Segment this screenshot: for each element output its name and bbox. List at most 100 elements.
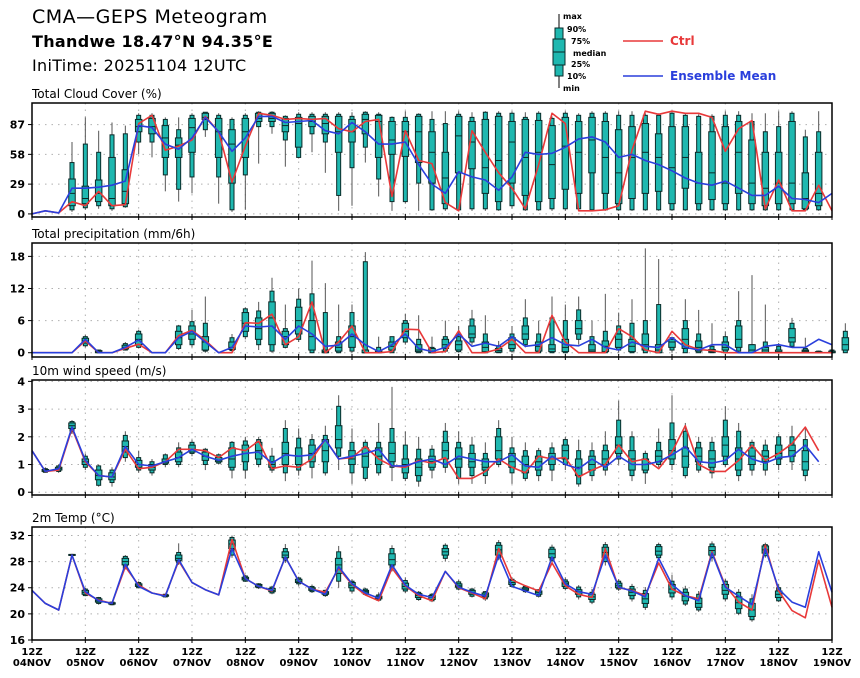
box-p25-p75 — [681, 328, 690, 349]
legend-label-p25: 25% — [571, 60, 590, 69]
box-p25-p75 — [534, 119, 543, 203]
legend-label-min: min — [563, 84, 580, 93]
box-p10-p90 — [389, 116, 395, 203]
box-plot — [294, 428, 303, 476]
box-plot — [814, 111, 823, 211]
y-tick-label: 24 — [10, 582, 26, 595]
box-p25-p75 — [574, 120, 583, 194]
box-plot — [734, 111, 743, 211]
box-p25-p75 — [388, 120, 396, 155]
box-plot — [481, 111, 490, 211]
x-tick-label-date: 10NOV — [333, 658, 372, 669]
box-plot — [614, 111, 623, 211]
box-plot — [614, 400, 623, 465]
box-p25-p75 — [281, 117, 290, 133]
y-tick-label: 1 — [17, 459, 25, 472]
box-plot — [441, 543, 450, 562]
box-p25-p75 — [721, 126, 730, 205]
ensemble-mean-line — [31, 115, 833, 215]
box-plot — [588, 111, 596, 211]
x-tick-label-date: 06NOV — [120, 658, 159, 669]
box-plot — [321, 425, 330, 476]
y-tick-label: 28 — [10, 556, 25, 569]
box-p25-p75 — [694, 340, 703, 352]
box-plot — [401, 111, 410, 204]
box-p25-p75 — [788, 328, 796, 343]
x-tick-label-time: 12Z — [768, 647, 789, 658]
box-plot — [81, 117, 90, 210]
box-plot — [801, 129, 810, 211]
box-plot — [654, 259, 663, 354]
x-tick-label-time: 12Z — [181, 647, 202, 658]
x-tick-label-time: 12Z — [448, 647, 469, 658]
box-p25-p75 — [334, 425, 343, 449]
box-plot — [294, 112, 303, 159]
box-p25-p75 — [654, 133, 663, 192]
x-tick-label-time: 12Z — [395, 647, 416, 658]
x-tick-label-date: 07NOV — [173, 658, 212, 669]
box-p25-p75 — [294, 116, 303, 148]
box-plot — [281, 420, 290, 482]
box-plot — [748, 439, 756, 476]
panel-2: Total precipitation (mm/6h) 0 6 12 18 — [10, 227, 850, 360]
box-p25-p75 — [468, 120, 476, 170]
box-plot — [188, 439, 196, 457]
box-p25-p75 — [481, 458, 490, 471]
box-plot — [681, 113, 690, 211]
box-plot — [574, 296, 583, 345]
box-plot — [468, 112, 476, 211]
box-plot — [574, 439, 583, 487]
box-p25-p75 — [334, 557, 343, 574]
legend-ctrl-label: Ctrl — [670, 34, 695, 48]
box-p25-p75 — [841, 337, 850, 351]
legend-label-p75: 75% — [571, 37, 590, 46]
y-tick-label: 0 — [17, 486, 25, 499]
x-tick-label-time: 12Z — [821, 647, 842, 658]
box-p25-p75 — [481, 341, 490, 353]
box-p25-p75 — [588, 116, 596, 174]
box-plot — [374, 112, 383, 197]
box-p10-p90 — [96, 151, 102, 207]
box-p10-p90 — [336, 113, 342, 196]
box-p25-p75 — [681, 447, 690, 468]
box-p25-p75 — [801, 172, 810, 210]
box-p25-p75 — [494, 436, 503, 460]
panel-title: Total Cloud Cover (%) — [31, 87, 162, 101]
box-p10-p90 — [549, 317, 555, 354]
box-p25-p75 — [774, 444, 783, 460]
x-tick-label-time: 12Z — [555, 647, 576, 658]
x-tick-label-date: 15NOV — [600, 658, 639, 669]
box-p25-p75 — [708, 131, 716, 201]
box-plot — [94, 130, 103, 209]
x-tick-label-time: 12Z — [661, 647, 682, 658]
box-plot — [161, 117, 170, 192]
box-plot — [801, 337, 810, 354]
box-p25-p75 — [428, 131, 436, 184]
box-plot — [588, 320, 596, 354]
box-plot — [228, 117, 236, 212]
box-plot — [788, 425, 796, 471]
x-tick-label-date: 18NOV — [760, 658, 799, 669]
box-plot — [654, 113, 663, 211]
box-p25-p75 — [668, 126, 676, 205]
box-p10-p90 — [402, 116, 408, 203]
box-plot — [721, 406, 730, 468]
box-p25-p75 — [694, 151, 703, 205]
x-tick-label-time: 12Z — [75, 647, 96, 658]
x-tick-label-date: 16NOV — [653, 658, 692, 669]
box-plot — [521, 112, 530, 211]
box-plot — [694, 436, 703, 473]
box-plot — [361, 252, 370, 354]
y-tick-label: 12 — [10, 282, 25, 295]
box-p25-p75 — [614, 333, 623, 348]
box-plot — [188, 309, 196, 348]
ctrl-line — [31, 538, 833, 619]
legend-label-p10: 10% — [567, 72, 586, 81]
box-plot — [601, 431, 610, 476]
x-tick-label-time: 12Z — [715, 647, 736, 658]
box-plot — [654, 542, 663, 560]
box-plot — [174, 442, 183, 468]
box-p25-p75 — [641, 123, 650, 194]
box-p25-p75 — [521, 325, 530, 340]
box-p25-p75 — [801, 450, 810, 471]
